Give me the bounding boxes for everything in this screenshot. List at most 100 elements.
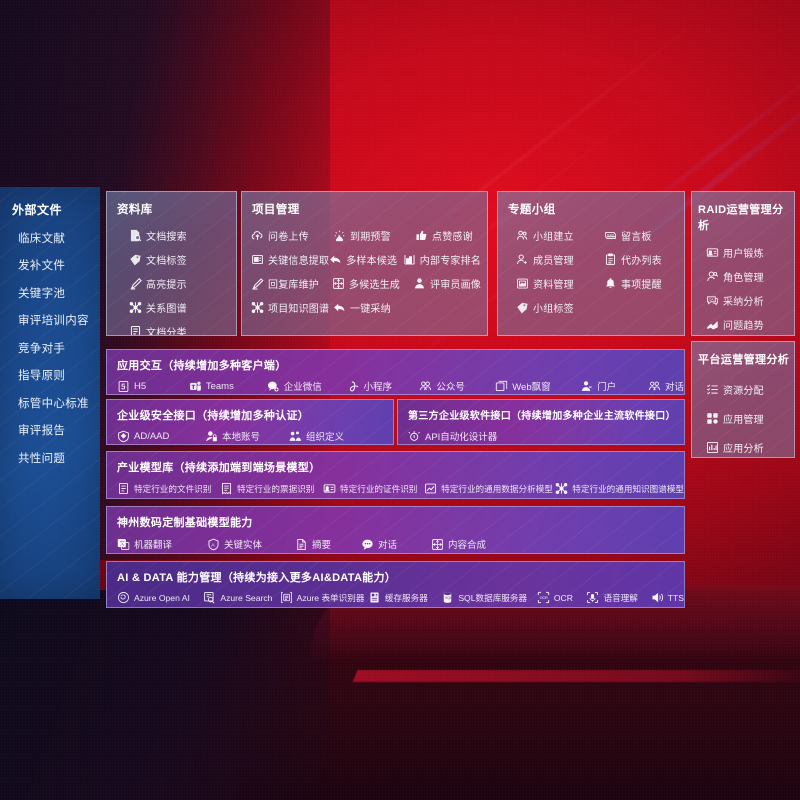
industry-item-label: 特定行业的通用数据分析模型 (441, 483, 553, 494)
industry-item-invoice-recognition[interactable]: 特定行业的票据识别 (220, 482, 323, 495)
group-item-member-mgmt[interactable]: 成员管理 (516, 247, 604, 271)
library-item-doc-category[interactable]: 文档分类 (129, 319, 230, 335)
sidebar-item-review-report[interactable]: 审评报告 (18, 425, 66, 437)
group-item-todo-list[interactable]: 代办列表 (604, 247, 662, 271)
sidebar-item-keyword-pool[interactable]: 关键字池 (18, 287, 66, 300)
library-item-doc-search[interactable]: 文档搜索 (129, 223, 230, 247)
library-item-label: 文档标签 (146, 255, 187, 267)
ai-item-azure-openai[interactable]: Azure Open AI (117, 591, 203, 604)
security-item-org-define[interactable]: 组织定义 (289, 429, 344, 443)
ai-item-label: 缓存服务器 (384, 592, 428, 603)
platform-item-resource-allocation[interactable]: 资源分配 (706, 375, 788, 404)
platform-item-label: 资源分配 (723, 386, 764, 397)
panel-group: 专题小组 小组建立 BBS 留言板 成员管理 代办列表 (497, 191, 685, 336)
sidebar-item-guiding-principles[interactable]: 指导原则 (18, 370, 66, 382)
app-item-official-account[interactable]: 公众号 (419, 379, 495, 393)
industry-item-file-recognition[interactable]: 特定行业的文件识别 (117, 482, 220, 495)
industry-item-label: 特定行业的票据识别 (237, 483, 315, 494)
project-item-multi-candidate[interactable]: 多候选生成 (332, 271, 413, 295)
sidebar-title: 外部文件 (12, 203, 63, 217)
bell-icon (604, 277, 617, 290)
security-item-ad-aad[interactable]: AD/AAD (117, 430, 205, 443)
ai-item-sql-server[interactable]: SQL SQL数据库服务器 (441, 591, 537, 604)
security-item-local-account[interactable]: 本地账号 (205, 429, 289, 443)
group-item-reminder[interactable]: 事项提醒 (604, 271, 662, 295)
background-bottom-left (0, 590, 330, 800)
group-item-message-board[interactable]: BBS 留言板 (604, 223, 652, 247)
dc-item-dialog[interactable]: 对话 (361, 537, 431, 551)
thirdparty-item-api-designer[interactable]: API自动化设计器 (408, 429, 497, 443)
dc-item-content-synthesis[interactable]: 内容合成 (431, 537, 486, 551)
project-item-knowledge-graph[interactable]: 项目知识图谱 (251, 295, 333, 319)
group-item-tags[interactable]: 小组标签 (516, 295, 604, 319)
group-item-material-mgmt[interactable]: 资料管理 (516, 271, 604, 295)
project-item-reply-library[interactable]: 回复库维护 (251, 271, 332, 295)
project-item-thanks[interactable]: 点赞感谢 (415, 223, 473, 247)
panel-raid-title: RAID运营管理分析 (698, 204, 784, 232)
ai-item-cache-server[interactable]: 缓存服务器 (368, 591, 442, 604)
dc-item-label: 机器翻译 (134, 540, 173, 551)
svg-text:BBS: BBS (607, 233, 615, 237)
app-item-wecom[interactable]: 企业微信 (267, 379, 347, 393)
project-item-reviewer-portrait[interactable]: 评审员画像 (413, 271, 481, 295)
sidebar-item-clinical-literature[interactable]: 临床文献 (18, 232, 66, 245)
cloud-upload-icon (251, 229, 264, 242)
library-item-doc-tag[interactable]: 文档标签 (129, 247, 230, 271)
grid-expand-icon (332, 277, 345, 290)
industry-item-id-recognition[interactable]: 特定行业的证件识别 (323, 482, 424, 495)
tag-icon (129, 253, 142, 266)
raid-item-issue-trend[interactable]: 问题趋势 (706, 312, 788, 335)
library-item-relation-graph[interactable]: 关系图谱 (129, 295, 230, 319)
industry-item-data-analysis-model[interactable]: 特定行业的通用数据分析模型 (424, 482, 555, 495)
app-item-label: 门户 (597, 382, 617, 393)
library-item-label: 高亮提示 (146, 279, 187, 291)
ai-item-speech-understanding[interactable]: 语音理解 (586, 591, 650, 604)
dc-item-summary[interactable]: 摘要 (295, 537, 361, 551)
group-item-create[interactable]: 小组建立 (516, 223, 604, 247)
sidebar-item-competitors[interactable]: 竞争对手 (18, 342, 66, 355)
panel-platform-analysis: 平台运营管理分析 资源分配 应用管理 应用分析 (691, 341, 795, 458)
sidebar-item-common-issues[interactable]: 共性问题 (18, 452, 66, 465)
api-gear-icon (408, 430, 421, 443)
panel-raid-analysis: RAID运营管理分析 用户锻炼 角色管理 QA 采纳分析 问题趋势 (691, 191, 795, 336)
project-item-expert-rank[interactable]: 内部专家排名 (403, 247, 481, 271)
ai-item-ocr[interactable]: OCR OCR (537, 591, 587, 604)
ai-item-tts[interactable]: TTS (651, 591, 684, 604)
raid-item-adoption-analysis[interactable]: QA 采纳分析 (706, 288, 788, 312)
project-item-multi-sample[interactable]: 多样本候选 (329, 247, 403, 271)
dc-item-key-entity[interactable]: A 关键实体 (207, 537, 295, 551)
strip-enterprise-security: 企业级安全接口（持续增加多种认证） AD/AAD 本地账号 组织定义 (106, 399, 394, 445)
app-item-portal[interactable]: 门户 (580, 379, 648, 393)
app-item-teams[interactable]: Teams (189, 380, 267, 393)
ai-item-label: SQL数据库服务器 (458, 592, 528, 603)
app-item-miniprogram[interactable]: 小程序 (347, 379, 420, 393)
project-item-key-info-extract[interactable]: 关键信息提取 (251, 247, 329, 271)
ai-item-azure-search[interactable]: Azure Search (203, 591, 279, 604)
app-item-web-float[interactable]: Web飘窗 (495, 379, 580, 393)
group-item-label: 事项提醒 (621, 279, 662, 291)
project-item-one-click-adopt[interactable]: 一键采纳 (333, 295, 415, 319)
app-item-h5[interactable]: H5 (117, 380, 189, 393)
sidebar-item-standards-center[interactable]: 标管中心标准 (18, 397, 89, 410)
group-item-label: 资料管理 (533, 279, 574, 291)
portal-user-icon (580, 380, 593, 393)
ai-item-form-recognizer[interactable]: Azure 表单识别器 (280, 591, 368, 604)
checklist-icon (706, 383, 719, 396)
raid-item-role-mgmt[interactable]: 角色管理 (706, 264, 788, 288)
graph-network-icon (251, 301, 264, 314)
industry-item-knowledge-graph-model[interactable]: 特定行业的通用知识图谱模型 (555, 482, 684, 495)
library-item-highlight[interactable]: 高亮提示 (129, 271, 230, 295)
app-item-dialog[interactable]: 对话 (648, 379, 684, 393)
strip-industry-title: 产业模型库（持续添加端到端场景模型） (117, 462, 321, 474)
app-item-label: 对话 (664, 382, 684, 393)
person-add-icon (516, 253, 529, 266)
sidebar-item-supplement-file[interactable]: 发补文件 (18, 260, 66, 272)
raid-item-user-terminal[interactable]: 用户锻炼 (706, 240, 788, 264)
platform-item-app-mgmt[interactable]: 应用管理 (706, 404, 788, 433)
project-item-questionnaire-upload[interactable]: 问卷上传 (251, 223, 333, 247)
sidebar-item-review-training[interactable]: 审评培训内容 (18, 315, 89, 327)
group-item-label: 小组建立 (533, 231, 574, 243)
project-item-expiry-alert[interactable]: 到期预警 (333, 223, 415, 247)
platform-item-app-analysis[interactable]: 应用分析 (706, 433, 788, 457)
